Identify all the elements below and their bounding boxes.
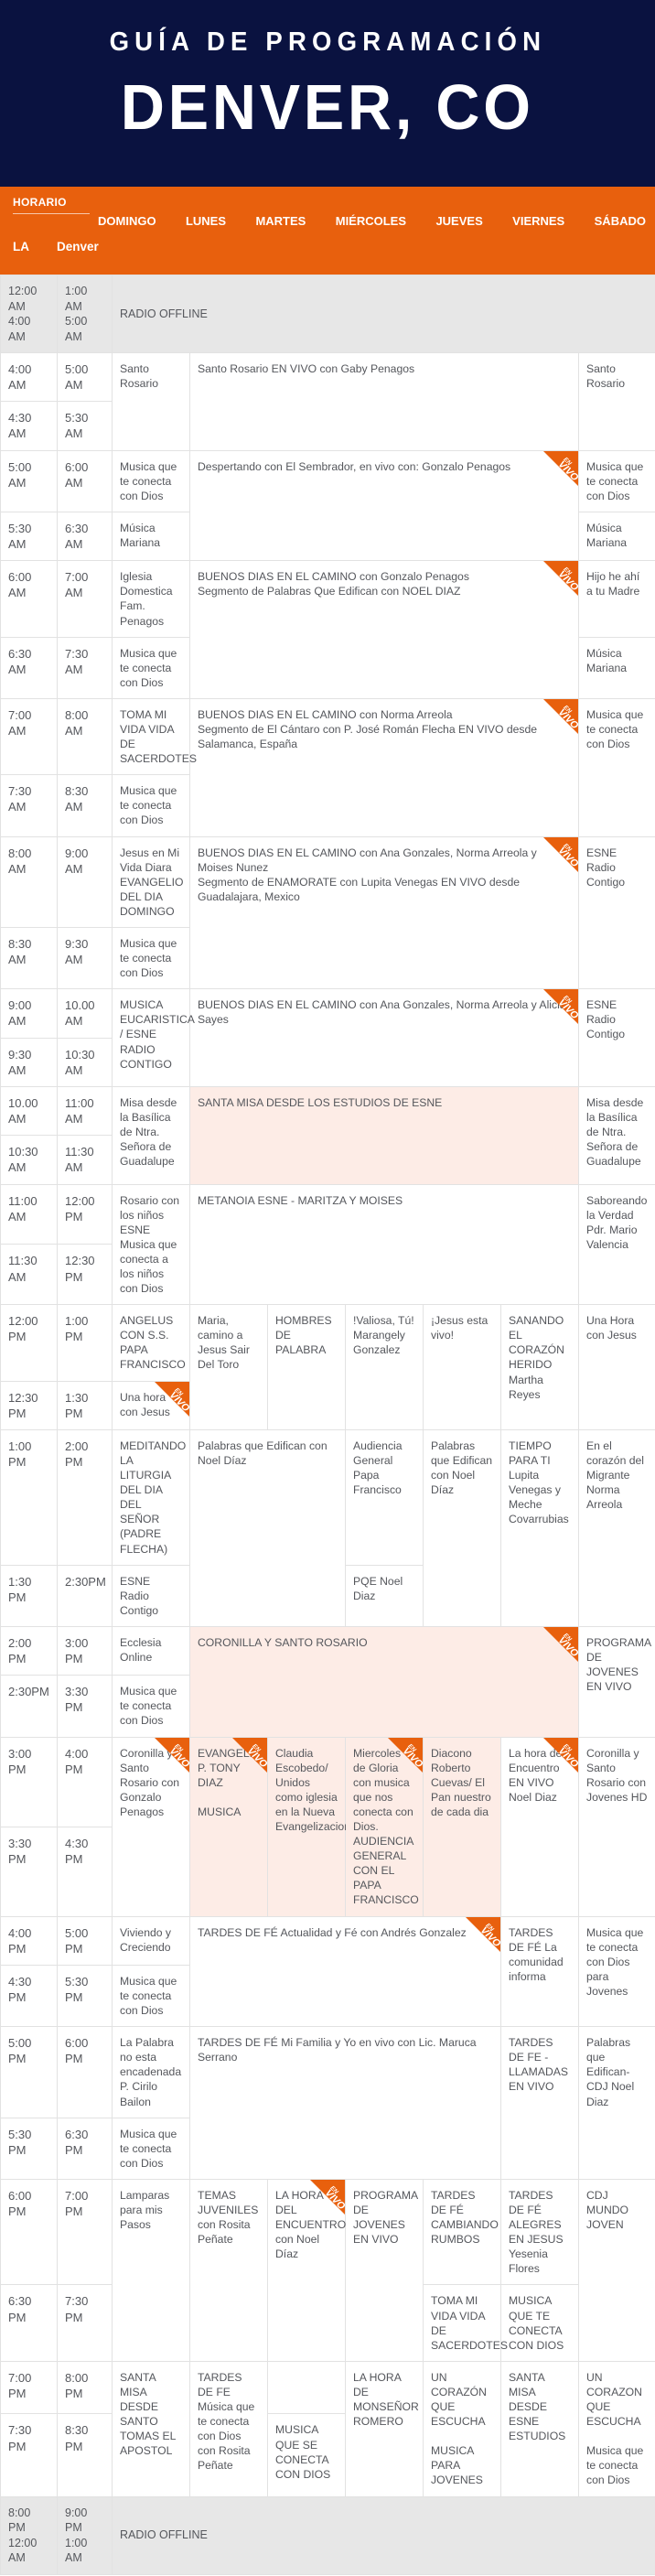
svg-text:VIVO: VIVO <box>401 1745 423 1770</box>
svg-text:EN: EN <box>562 1633 573 1644</box>
svg-text:VIVO: VIVO <box>478 1924 500 1949</box>
svg-text:VIVO: VIVO <box>167 1389 189 1414</box>
svg-text:EN: EN <box>173 1742 184 1753</box>
svg-text:VIVO: VIVO <box>556 1745 578 1770</box>
svg-text:EN: EN <box>562 842 573 853</box>
svg-text:EN: EN <box>562 566 573 577</box>
svg-text:VIVO: VIVO <box>556 569 578 594</box>
svg-text:VIVO: VIVO <box>556 997 578 1022</box>
svg-text:EN: EN <box>562 456 573 467</box>
svg-text:EN: EN <box>173 1386 184 1397</box>
svg-text:VIVO: VIVO <box>245 1745 267 1770</box>
svg-text:EN: EN <box>406 1742 417 1753</box>
svg-text:VIVO: VIVO <box>556 845 578 869</box>
svg-text:VIVO: VIVO <box>167 1745 189 1770</box>
svg-text:VIVO: VIVO <box>556 1634 578 1659</box>
svg-text:EN: EN <box>328 2185 339 2196</box>
svg-text:EN: EN <box>562 705 573 716</box>
svg-text:VIVO: VIVO <box>323 2187 345 2212</box>
svg-text:VIVO: VIVO <box>556 706 578 731</box>
svg-text:EN: EN <box>562 1742 573 1753</box>
svg-text:EN: EN <box>251 1742 262 1753</box>
svg-text:EN: EN <box>484 1922 495 1933</box>
svg-text:VIVO: VIVO <box>556 458 578 483</box>
svg-text:EN: EN <box>562 995 573 1006</box>
